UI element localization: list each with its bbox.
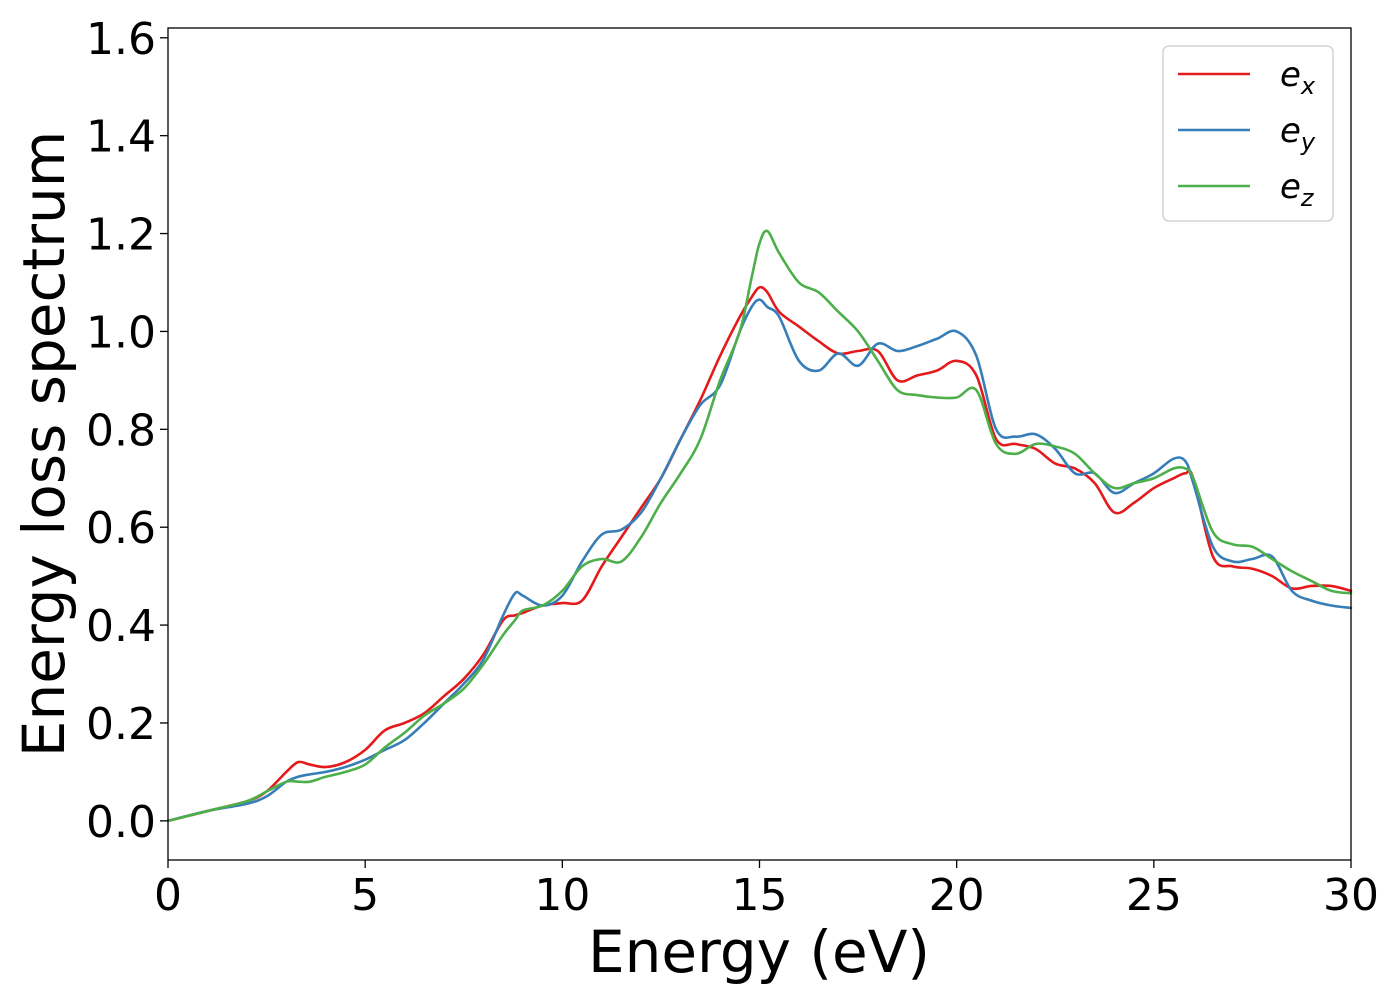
series-line-ez <box>166 229 1353 823</box>
y-tick-label: 1.0 <box>86 307 156 358</box>
y-tick-label: 1.4 <box>86 112 156 163</box>
series-line-ex <box>166 285 1353 823</box>
x-tick-label: 20 <box>929 870 985 921</box>
y-tick-label: 0.8 <box>86 405 156 456</box>
y-ticks: 0.0 0.2 0.4 0.6 0.8 1.0 1.2 1.4 1.6 <box>86 14 168 848</box>
legend-label-ez: ez <box>1280 167 1315 212</box>
legend: ex ey ez <box>1162 45 1334 222</box>
series-layer <box>166 229 1353 823</box>
y-tick-label: 1.2 <box>86 210 156 261</box>
y-tick-label: 0.4 <box>86 601 156 652</box>
legend-box <box>1162 45 1334 222</box>
x-ticks: 0 5 10 15 20 25 30 <box>154 860 1379 921</box>
y-tick-label: 0.6 <box>86 503 156 554</box>
y-tick-label: 0.2 <box>86 699 156 750</box>
legend-entries: ex ey ez <box>1178 55 1316 212</box>
legend-label-ey: ey <box>1280 111 1316 156</box>
legend-label-ex: ex <box>1280 55 1316 100</box>
series-line-ey <box>166 298 1353 823</box>
x-tick-label: 0 <box>154 870 182 921</box>
x-tick-label: 25 <box>1126 870 1182 921</box>
x-tick-label: 10 <box>534 870 590 921</box>
x-tick-label: 5 <box>351 870 379 921</box>
y-axis-label: Energy loss spectrum <box>10 131 78 757</box>
y-tick-label: 0.0 <box>86 797 156 848</box>
x-tick-label: 15 <box>732 870 788 921</box>
x-tick-label: 30 <box>1323 870 1379 921</box>
y-tick-label: 1.6 <box>86 14 156 65</box>
plot-area <box>168 28 1351 860</box>
x-axis-label: Energy (eV) <box>588 918 930 986</box>
